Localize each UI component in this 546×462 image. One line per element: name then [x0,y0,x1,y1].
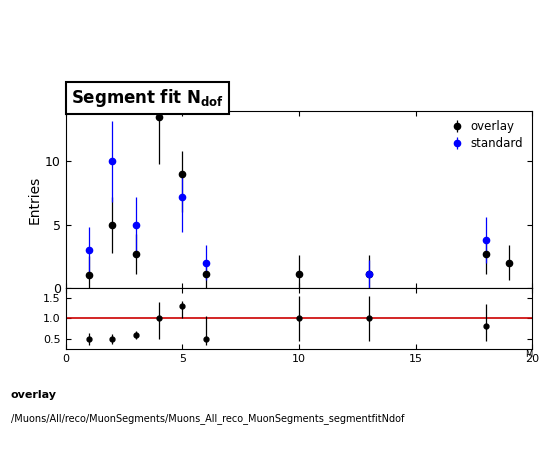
Text: overlay: overlay [11,390,57,401]
Y-axis label: Entries: Entries [28,175,42,224]
Text: /Muons/All/reco/MuonSegments/Muons_All_reco_MuonSegments_segmentfitNdof: /Muons/All/reco/MuonSegments/Muons_All_r… [11,413,404,425]
Legend: overlay, standard: overlay, standard [444,117,526,153]
Text: M: M [525,350,532,359]
Text: $\bf{Segment\ fit\ N}$$_{\bf{dof}}$: $\bf{Segment\ fit\ N}$$_{\bf{dof}}$ [71,86,224,109]
